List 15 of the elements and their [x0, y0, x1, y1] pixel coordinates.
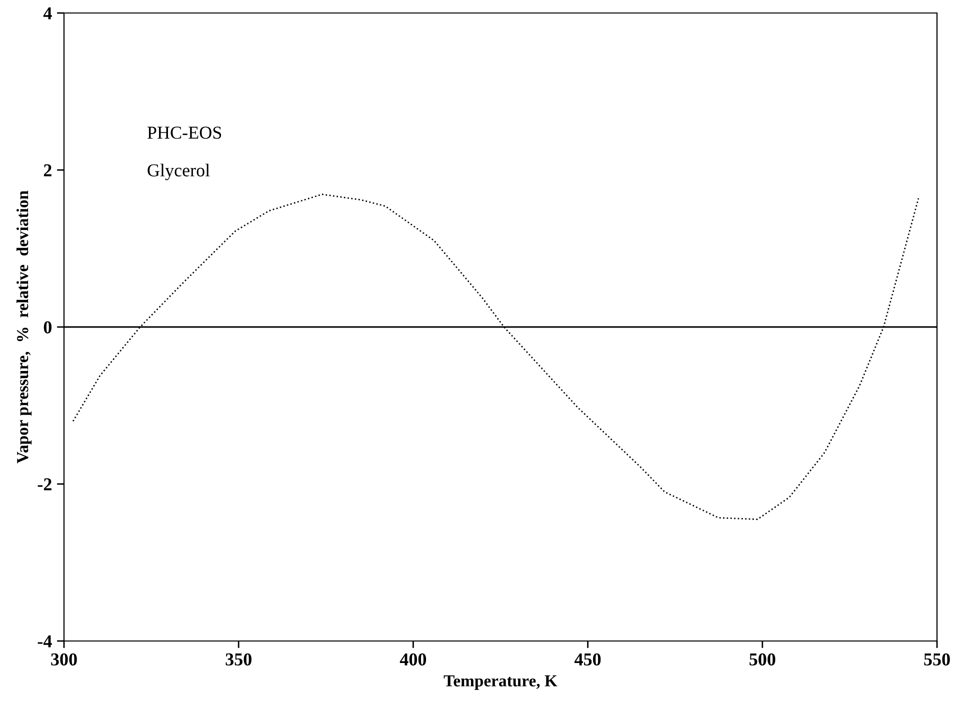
y-tick-label: 0 [44, 321, 52, 334]
y-tick-label: -2 [38, 478, 52, 490]
y-tick-label: -4 [38, 635, 52, 648]
x-tick-label: 300 [51, 653, 77, 666]
x-tick-label: 400 [400, 653, 426, 666]
x-tick-label: 500 [750, 653, 776, 666]
x-tick-label: 550 [924, 653, 950, 666]
x-axis-title: Temperature, K [444, 675, 558, 690]
y-tick-label: 2 [44, 164, 52, 176]
x-tick-label: 450 [574, 653, 601, 666]
annotation: PHC-EOS [147, 126, 222, 139]
y-axis-title: Vapor pressure, % relative deviation [16, 190, 32, 464]
annotation: Glycerol [148, 164, 210, 180]
y-tick-label: 4 [43, 7, 52, 20]
x-tick-label: 350 [226, 653, 252, 666]
